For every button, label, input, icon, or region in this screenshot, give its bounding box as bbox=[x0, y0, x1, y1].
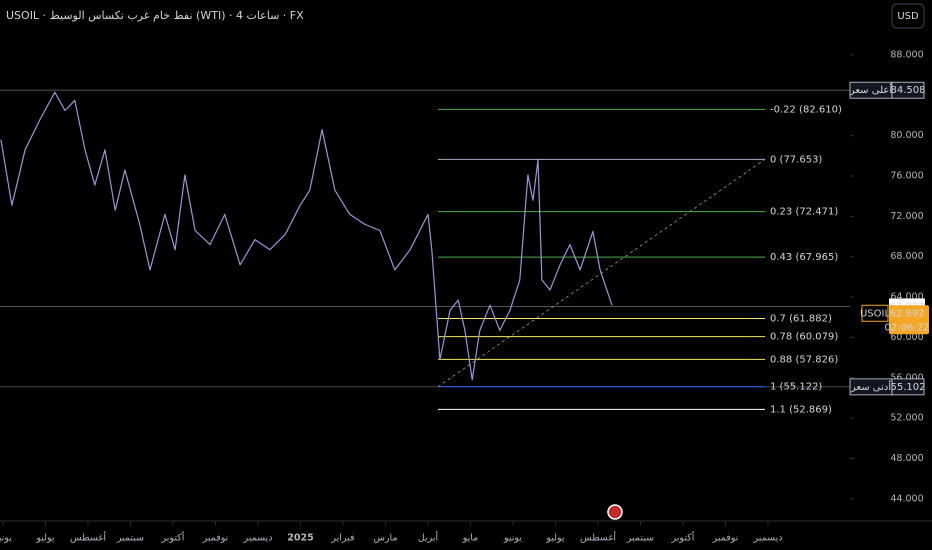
y-tick-label: 60.000 bbox=[890, 332, 923, 343]
x-tick-label: أكتوبر bbox=[671, 531, 695, 544]
fib-label: 0.7 (61.882) bbox=[770, 313, 832, 324]
x-tick-label: ديسمبر bbox=[752, 533, 782, 544]
x-tick-label: فبراير bbox=[330, 533, 354, 544]
price-marker-name: أدنى سعر bbox=[850, 380, 891, 393]
y-tick-label: 88.000 bbox=[890, 49, 923, 60]
x-tick-label: أكتوبر bbox=[161, 531, 185, 544]
symbol-countdown: 02:06:22 bbox=[885, 322, 930, 333]
event-icon[interactable] bbox=[607, 504, 623, 520]
symbol-price-value: 62.892 bbox=[890, 308, 925, 319]
fib-label: 0.88 (57.826) bbox=[770, 354, 838, 365]
y-tick-label: 76.000 bbox=[890, 171, 923, 182]
x-tick-label: يوليو bbox=[35, 533, 55, 544]
chart-title: USOIL · نفط خام غرب تكساس الوسيط (WTI) ·… bbox=[6, 9, 304, 22]
x-tick-label: ديسمبر bbox=[242, 533, 272, 544]
y-tick-label: 44.000 bbox=[890, 493, 923, 504]
symbol-price-box bbox=[889, 305, 929, 335]
x-tick-label: يوليو bbox=[545, 533, 565, 544]
fib-label: 0.23 (72.471) bbox=[770, 207, 838, 218]
y-tick-label: 80.000 bbox=[890, 130, 923, 141]
x-tick-label: مارس bbox=[373, 533, 397, 544]
fib-label: -0.22 (82.610) bbox=[770, 104, 842, 115]
y-tick-label: 48.000 bbox=[890, 453, 923, 464]
y-tick-label: 52.000 bbox=[890, 413, 923, 424]
x-tick-label: أبريل bbox=[418, 531, 439, 544]
currency-button[interactable] bbox=[891, 3, 925, 29]
x-tick-label: أغسطس bbox=[70, 531, 106, 544]
price-marker-value: 55.102 bbox=[891, 382, 926, 393]
price-marker-box bbox=[891, 81, 925, 99]
price-marker-value: 84.508 bbox=[891, 85, 926, 96]
x-tick-label: نوفمبر bbox=[712, 533, 739, 544]
x-tick-label: سبتمبر bbox=[626, 533, 654, 544]
price-marker-name: أعلى سعر bbox=[849, 83, 893, 96]
fib-label: 0 (77.653) bbox=[770, 154, 822, 165]
fib-label: 0.78 (60.079) bbox=[770, 332, 838, 343]
currency-label[interactable]: USD bbox=[897, 11, 919, 22]
x-tick-label: يونيو bbox=[0, 533, 12, 544]
fib-label: 0.43 (67.965) bbox=[770, 252, 838, 263]
x-tick-label: 2025 bbox=[287, 533, 313, 544]
symbol-name: USOIL bbox=[860, 308, 890, 319]
x-tick-label: مايو bbox=[462, 533, 479, 544]
price-marker-box bbox=[891, 378, 925, 396]
x-tick-label: نوفمبر bbox=[202, 533, 229, 544]
x-tick-label: يونيو bbox=[503, 533, 522, 544]
fib-label: 1.1 (52.869) bbox=[770, 404, 832, 415]
y-tick-label: 68.000 bbox=[890, 251, 923, 262]
price-line bbox=[0, 91, 613, 381]
x-tick-label: سبتمبر bbox=[116, 533, 144, 544]
y-tick-label: 72.000 bbox=[890, 211, 923, 222]
y-tick-label: 64.000 bbox=[890, 292, 923, 303]
symbol-name-box bbox=[861, 304, 889, 322]
fib-label: 1 (55.122) bbox=[770, 382, 822, 393]
x-tick-label: أغسطس bbox=[580, 531, 616, 544]
y-tick-label: 56.000 bbox=[890, 372, 923, 383]
